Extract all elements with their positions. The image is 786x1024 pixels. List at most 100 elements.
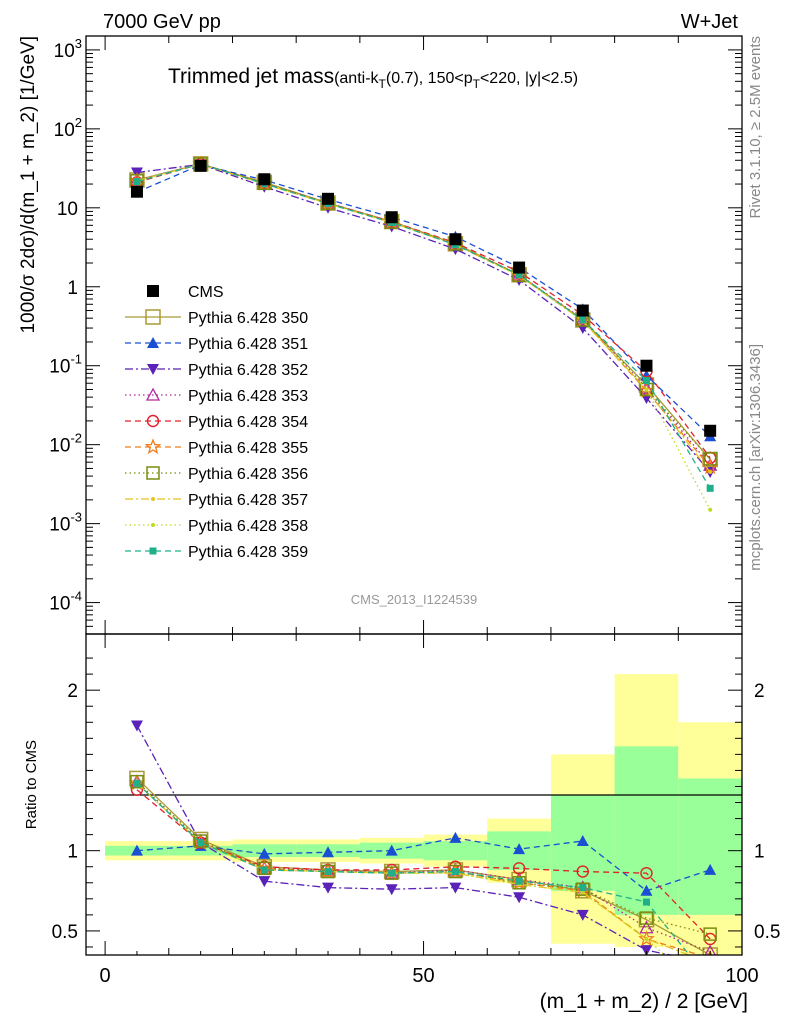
ratio-y-tick-label-left: 0.5: [52, 922, 78, 943]
legend-marker-pythia-6-428-358: [151, 523, 155, 527]
ratio-line-pythia-6-428-359: [136, 782, 691, 955]
title-sub-c: <220, |y|<2.5): [480, 70, 578, 87]
main-point-cms: [130, 185, 143, 198]
legend-marker-pythia-6-428-352: [147, 364, 159, 375]
ratio-point-pythia-6-428-359: [515, 877, 523, 885]
main-point-cms: [322, 192, 335, 205]
legend-label-pythia-6-428-356: Pythia 6.428 356: [188, 466, 308, 483]
legend-label-pythia-6-428-357: Pythia 6.428 357: [188, 492, 308, 509]
ratio-point-pythia-6-428-354: [512, 862, 526, 875]
header-energy: 7000 GeV pp: [103, 11, 221, 33]
ratio-point-pythia-6-428-357: [708, 961, 712, 965]
main-y-tick-label: 10-2: [49, 431, 82, 457]
legend-label-pythia-6-428-353: Pythia 6.428 353: [188, 388, 308, 405]
main-y-tick-label: 102: [54, 115, 82, 141]
main-y-axis-label: 1000/σ 2dσ)/d(m_1 + m_2) [1/GeV]: [18, 36, 39, 334]
tick-exponent: -1: [70, 352, 82, 367]
ratio-point-pythia-6-428-359: [579, 884, 587, 892]
title-main: Trimmed jet mass: [168, 65, 334, 88]
ratio-point-pythia-6-428-352: [513, 892, 526, 904]
main-line-pythia-6-428-359: [136, 163, 711, 489]
ratio-point-pythia-6-428-356: [257, 861, 272, 876]
ratio-point-pythia-6-428-358: [580, 890, 585, 895]
title-sub-a: (anti-k: [334, 70, 379, 87]
x-tick-label: 100: [725, 965, 758, 987]
ratio-point-pythia-6-428-352: [385, 884, 398, 896]
legend-label-pythia-6-428-351: Pythia 6.428 351: [188, 336, 308, 353]
ratio-point-pythia-6-428-354: [640, 866, 653, 880]
main-y-tick-label: 1: [67, 278, 78, 299]
plot-title: Trimmed jet mass(anti-kT(0.7), 150<pT<22…: [168, 65, 578, 91]
title-sub-b: (0.7), 150<p: [386, 70, 473, 87]
ratio-point-pythia-6-428-351: [513, 843, 526, 855]
legend-marker-pythia-6-428-350: [145, 309, 161, 325]
ratio-line-pythia-6-428-351: [136, 837, 711, 892]
rivet-version-text: Rivet 3.1.10, ≥ 2.5M events: [747, 36, 764, 219]
legend-label-pythia-6-428-355: Pythia 6.428 355: [188, 440, 308, 457]
ratio-point-pythia-6-428-351: [322, 846, 335, 858]
x-tick-label: 50: [412, 965, 434, 987]
legend: CMS Pythia 6.428 350 Pythia 6.428 351 Pythi…: [125, 284, 308, 561]
main-y-tick-label: 103: [54, 36, 82, 62]
ratio-point-pythia-6-428-350: [702, 947, 718, 955]
main-point-cms: [513, 261, 526, 274]
tick-base: 10: [49, 515, 70, 536]
mcplots-reference-text: mcplots.cern.ch [arXiv:1306.3436]: [747, 344, 764, 571]
ratio-point-pythia-6-428-359: [260, 866, 268, 874]
tick-exponent: -3: [70, 510, 82, 525]
tick-base: 10: [49, 436, 70, 457]
tick-exponent: -4: [70, 589, 82, 604]
main-y-tick-label: 10-1: [49, 352, 82, 378]
legend-label-pythia-6-428-354: Pythia 6.428 354: [188, 414, 308, 431]
main-point-cms: [576, 304, 589, 317]
title-sub-a-subscript: T: [379, 77, 387, 91]
legend-label-cms: CMS: [188, 284, 224, 301]
ratio-point-pythia-6-428-359: [707, 977, 714, 984]
x-tick-label: 0: [100, 965, 111, 987]
ratio-point-pythia-6-428-352: [640, 945, 653, 955]
main-point-pythia-6-428-358: [644, 387, 649, 392]
main-y-tick-label: 10: [57, 199, 78, 220]
ratio-y-axis-label: Ratio to CMS: [23, 740, 40, 829]
tick-exponent: 2: [75, 115, 82, 130]
x-axis-label: (m_1 + m_2) / 2 [GeV]: [540, 990, 748, 1013]
tick-base: 1: [67, 278, 78, 299]
tick-exponent: -2: [70, 431, 82, 446]
ratio-band-green: [423, 841, 488, 861]
ratio-point-pythia-6-428-356: [639, 911, 654, 925]
main-y-tick-label: 10-4: [49, 589, 82, 615]
title-sub-b-subscript: T: [473, 77, 481, 91]
main-point-pythia-6-428-359: [706, 484, 714, 492]
ratio-point-pythia-6-428-356: [193, 834, 208, 848]
main-y-tick-label: 10-3: [49, 510, 82, 536]
ratio-point-pythia-6-428-356: [130, 774, 144, 789]
ratio-point-pythia-6-428-352: [322, 882, 335, 894]
legend-marker-pythia-6-428-356: [146, 466, 160, 480]
ratio-series-group: [128, 720, 718, 984]
tick-base: 10: [54, 120, 75, 141]
legend-marker-pythia-6-428-355: [144, 438, 162, 455]
ratio-y-tick-label-right: 0.5: [754, 922, 780, 943]
ratio-point-pythia-6-428-351: [640, 884, 653, 896]
main-point-pythia-6-428-356: [703, 452, 717, 466]
main-point-cms: [385, 211, 398, 224]
main-point-pythia-6-428-359: [579, 316, 587, 324]
ratio-point-pythia-6-428-351: [258, 847, 271, 859]
analysis-watermark: CMS_2013_I1224539: [351, 592, 478, 607]
main-series-group: [128, 155, 719, 512]
ratio-line-pythia-6-428-354: [136, 789, 711, 940]
tick-base: 10: [49, 594, 70, 615]
main-point-pythia-6-428-358: [708, 507, 713, 512]
ratio-y-tick-label-left: 2: [67, 681, 78, 702]
legend-marker-cms: [147, 285, 159, 297]
ratio-point-pythia-6-428-352: [449, 882, 462, 894]
ratio-point-pythia-6-428-354: [576, 865, 589, 878]
main-point-cms: [704, 424, 717, 437]
ratio-point-pythia-6-428-359: [197, 839, 205, 847]
ratio-point-pythia-6-428-359: [388, 869, 396, 877]
legend-marker-pythia-6-428-354: [146, 414, 160, 428]
ratio-point-pythia-6-428-358: [644, 936, 649, 941]
main-point-pythia-6-428-359: [515, 271, 523, 279]
ratio-line-pythia-6-428-350: [136, 777, 711, 955]
